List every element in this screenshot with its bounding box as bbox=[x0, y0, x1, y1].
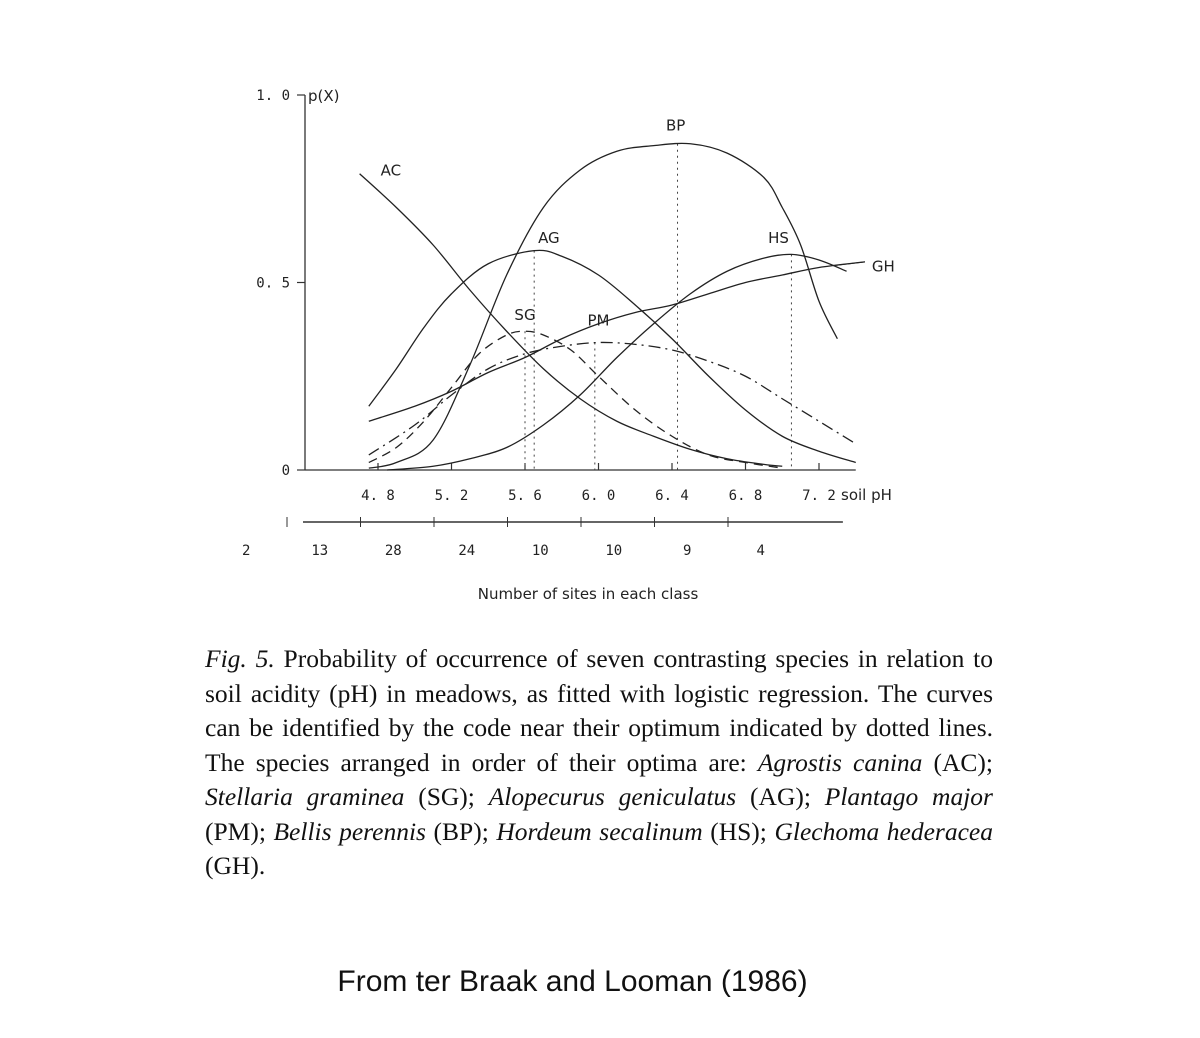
axes: 0 0. 5 1. 0 p(X) 4. 8 5. 2 5. 6 6. 0 6. 4 6. 8 7. … bbox=[256, 87, 892, 504]
sites-axis: 2 13 28 24 10 10 9 4 Number of sites in each cla… bbox=[242, 517, 843, 603]
y-tick-label: 1. 0 bbox=[256, 88, 290, 104]
species-name: Hordeum secalinum bbox=[496, 816, 703, 846]
x-tick-label: 5. 6 bbox=[508, 488, 542, 504]
x-tick-label: 6. 4 bbox=[655, 488, 689, 504]
curve-pm bbox=[368, 341, 857, 456]
caption-text: (GH). bbox=[205, 851, 266, 880]
species-name: Stellaria graminea bbox=[205, 782, 405, 811]
x-tick-label: 6. 0 bbox=[582, 488, 616, 504]
caption-text: (PM); bbox=[205, 816, 274, 846]
curve-ac bbox=[359, 173, 783, 467]
site-count: 4 bbox=[757, 543, 765, 559]
site-count: 24 bbox=[458, 543, 475, 559]
y-tick-label: 0 bbox=[282, 463, 290, 479]
caption-fig-number: Fig. 5. bbox=[205, 644, 275, 673]
probability-chart: 0 0. 5 1. 0 p(X) 4. 8 5. 2 5. 6 6. 0 6. 4 6. 8 7. … bbox=[242, 87, 895, 603]
gh-leader-line bbox=[833, 261, 865, 267]
caption-text: (HS); bbox=[702, 816, 775, 846]
x-tick-label: 4. 8 bbox=[361, 488, 395, 504]
optimum-lines bbox=[524, 143, 792, 470]
curve-label-pm: PM bbox=[588, 312, 610, 330]
species-name: Bellis perennis bbox=[273, 816, 426, 846]
caption-text: Probability of occurrence of seven contr… bbox=[205, 644, 993, 777]
curve-gh bbox=[368, 261, 866, 422]
curve-label-ag: AG bbox=[538, 229, 560, 247]
curves bbox=[359, 142, 866, 471]
site-count: 9 bbox=[683, 543, 691, 559]
y-tick-label: 0. 5 bbox=[256, 276, 290, 292]
curve-ag bbox=[368, 249, 856, 464]
species-name: Glechoma hederacea bbox=[774, 816, 993, 846]
species-name: Alopecurus geniculatus bbox=[488, 782, 737, 811]
site-count: 10 bbox=[532, 543, 549, 559]
figure-caption: Fig. 5. Probability of occurrence of sev… bbox=[205, 642, 993, 884]
curve-hs bbox=[387, 253, 847, 471]
x-tick-label: 7. 2 bbox=[802, 488, 836, 504]
site-count: 2 bbox=[242, 543, 250, 559]
curve-label-hs: HS bbox=[768, 229, 789, 247]
curve-label-bp: BP bbox=[666, 117, 685, 135]
curve-label-gh: GH bbox=[872, 257, 895, 275]
caption-text: (AG); bbox=[736, 782, 825, 811]
site-count: 13 bbox=[311, 543, 328, 559]
curve-labels: AC SG AG PM BP HS GH bbox=[381, 117, 895, 330]
x-tick-label: 6. 8 bbox=[729, 488, 763, 504]
source-credit: From ter Braak and Looman (1986) bbox=[337, 965, 808, 998]
caption-text: (AC); bbox=[922, 747, 993, 777]
y-axis-label: p(X) bbox=[308, 87, 340, 105]
site-count: 28 bbox=[385, 543, 402, 559]
x-tick-label: 5. 2 bbox=[435, 488, 469, 504]
x-axis-label: soil pH bbox=[841, 486, 892, 504]
site-count: 10 bbox=[605, 543, 622, 559]
curve-bp bbox=[368, 142, 838, 469]
sites-label: Number of sites in each class bbox=[478, 585, 699, 603]
curve-label-sg: SG bbox=[514, 306, 535, 324]
species-name: Agrostis canina bbox=[757, 747, 923, 777]
caption-text: (BP); bbox=[425, 816, 497, 846]
species-name: Plantago major bbox=[824, 782, 993, 811]
caption-text: (SG); bbox=[404, 782, 489, 811]
curve-label-ac: AC bbox=[381, 162, 401, 180]
